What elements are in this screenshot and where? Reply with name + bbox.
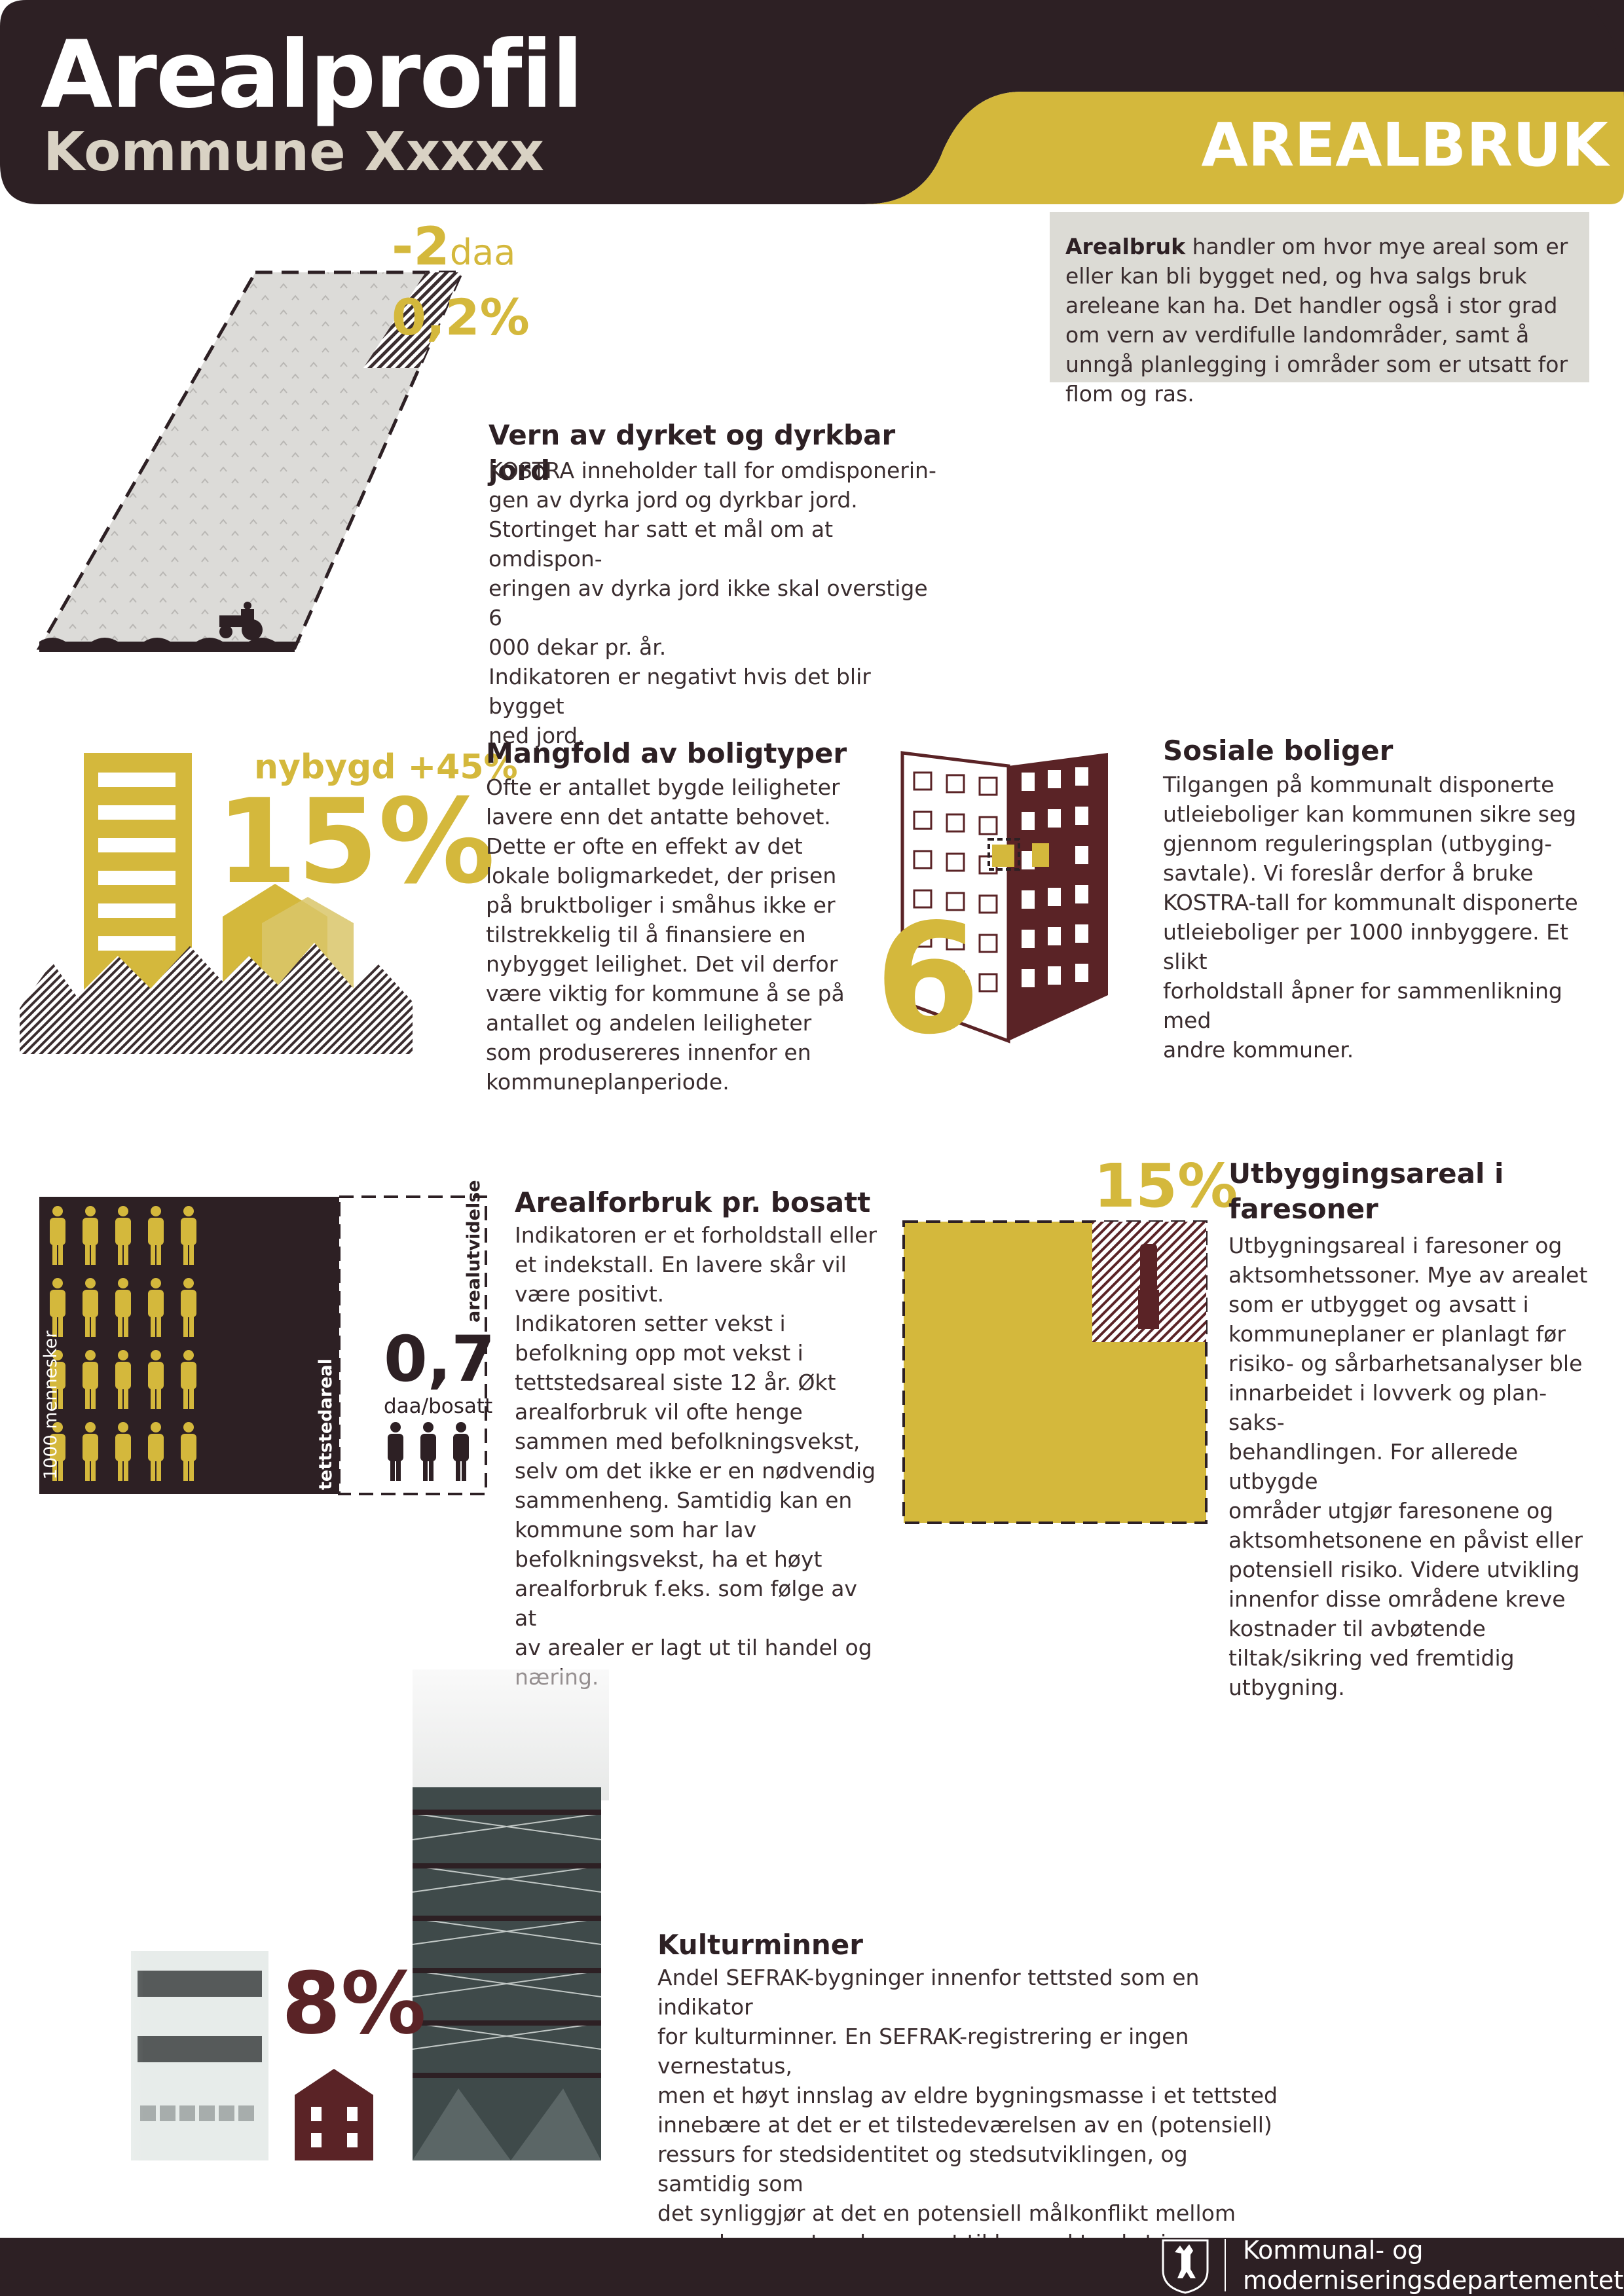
farmland-value-number: -2 <box>392 216 450 277</box>
hazard-percent: 15% <box>1094 1151 1238 1221</box>
hazard-title: Utbyggingsareal i faresoner <box>1228 1157 1504 1225</box>
social-housing-text: Tilgangen på kommunalt disponerte utleie… <box>1163 772 1578 1063</box>
housing-text: Ofte er antallet bygde leiligheter laver… <box>486 774 845 1095</box>
farmland-title: Vern av dyrket og dyrkbar jord <box>489 419 896 486</box>
header-banner <box>0 0 1624 204</box>
farmland-value-unit: daa <box>449 232 516 273</box>
category-tag: AREALBRUK <box>1201 110 1608 180</box>
per-capita-area-label: tettstedareal <box>316 1358 336 1490</box>
per-capita-illustration <box>39 1195 487 1495</box>
housing-percent: 15% <box>216 774 496 909</box>
housing-illustration <box>20 753 413 1054</box>
per-capita-value: 0,7 <box>384 1322 496 1396</box>
coat-of-arms-icon <box>1162 2239 1209 2294</box>
housing-label: nybygd +45% <box>254 748 518 787</box>
hazard-text: Utbygningsareal i faresoner og aktsomhet… <box>1228 1233 1588 1700</box>
intro-lead: Arealbruk <box>1065 234 1186 259</box>
heritage-title: Kulturminner <box>657 1929 863 1961</box>
per-capita-title: Arealforbruk pr. bosatt <box>515 1186 871 1218</box>
social-housing-illustration <box>900 751 1108 1044</box>
farmland-value: -2daa <box>392 217 515 282</box>
farmland-text: KOSTRA inneholder tall for omdisponerin-… <box>489 458 936 748</box>
ministry-name: Kommunal- og moderniseringsdepartementet <box>1243 2236 1624 2295</box>
heritage-percent: 8% <box>282 1954 426 2053</box>
farmland-illustration <box>36 270 464 652</box>
footer-divider <box>1225 2239 1226 2291</box>
page-title: Arealprofil <box>41 21 583 129</box>
per-capita-growth-label: arealutvidelse <box>464 1180 484 1322</box>
social-housing-title: Sosiale boliger <box>1163 735 1393 767</box>
farmland-percent: 0,2% <box>392 288 530 346</box>
page-subtitle: Kommune Xxxxx <box>43 121 545 183</box>
social-housing-value: 6 <box>875 891 981 1068</box>
per-capita-people-label: 1000 mennesker <box>41 1330 61 1480</box>
housing-title: Mangfold av boligtyper <box>486 737 847 769</box>
heritage-illustration <box>13 1669 609 2160</box>
per-capita-unit: daa/bosatt <box>384 1394 493 1418</box>
footer-bar <box>0 2238 1624 2296</box>
intro-box: Arealbruk handler om hvor mye areal som … <box>1050 212 1589 407</box>
hazard-illustration <box>902 1220 1208 1524</box>
per-capita-people-label-wrap <box>38 1250 64 1329</box>
per-capita-text: Indikatoren er et forholdstall eller et … <box>515 1222 877 1690</box>
intro-text: handler om hvor mye areal som er eller k… <box>1065 234 1568 407</box>
